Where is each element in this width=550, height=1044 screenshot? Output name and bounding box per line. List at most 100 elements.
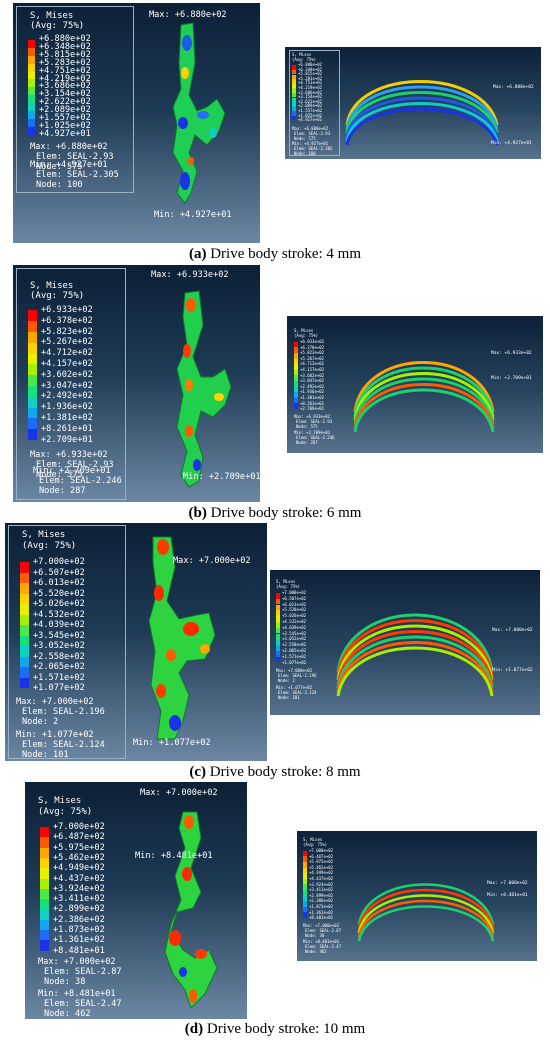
legend-swatch [303, 912, 307, 918]
legend-swatch [40, 888, 49, 900]
legend-value: +2.492e+02 [41, 391, 93, 402]
max-value: Max: +7.000e+02 [38, 957, 116, 967]
legend-value: +6.880e+02 [39, 34, 91, 44]
max-element: Elem: SEAL-2.87 [44, 967, 122, 977]
legend-value: +3.411e+02 [53, 894, 105, 905]
legend-swatch [294, 381, 298, 387]
legend-swatch [292, 106, 296, 112]
legend-swatch [28, 71, 35, 80]
min-value: Min: +8.481e+01 [38, 989, 116, 999]
legend-value: +3.686e+02 [298, 89, 323, 95]
max-element: Elem: SEAL-2.93 [296, 419, 333, 424]
legend-value: +2.709e+01 [300, 406, 325, 412]
legend-swatch [276, 633, 280, 640]
legend-title: S, Mises [294, 328, 314, 333]
legend-value: +3.602e+02 [300, 372, 325, 378]
min-element: Elem: SEAL-2.124 [22, 740, 105, 750]
min-value: Min: +2.709e+01 [294, 430, 331, 435]
max-element: Elem: SEAL-2.93 [36, 460, 114, 470]
legend-swatch [20, 562, 29, 573]
legend-value: +5.026e+02 [282, 613, 307, 619]
legend-value: +4.949e+02 [53, 863, 105, 874]
min-block-b-outer: Min: +2.709e+01 Elem: SEAL-2.246 Node: 2… [33, 466, 122, 496]
legend-subtitle: (Avg: 75%) [30, 291, 85, 301]
legend-swatch [294, 375, 298, 381]
panel-d: S, Mises (Avg: 75%) Max: +7.000e+02 Elem… [0, 781, 550, 1044]
legend-swatch [276, 627, 280, 634]
caption-text: Drive body stroke: 10 mm [203, 1021, 366, 1037]
legend-value: +4.157e+02 [41, 359, 93, 369]
legend-value: +7.000e+02 [53, 822, 105, 832]
caption-text: Drive body stroke: 4 mm [206, 246, 362, 262]
legend-value: +5.462e+02 [53, 852, 105, 863]
legend-value: +2.492e+02 [300, 383, 325, 389]
legend-swatch [294, 358, 298, 365]
min-value: Min: +2.709e+01 [33, 466, 111, 476]
legend-swatch [40, 837, 49, 848]
legend-value: +4.532e+02 [282, 619, 307, 624]
legend-value: +2.558e+02 [33, 651, 85, 662]
legend-value: +3.154e+02 [39, 89, 91, 100]
legend-swatch [20, 646, 29, 657]
legend-swatch [303, 906, 307, 913]
legend-swatch [20, 614, 29, 626]
legend-swatch [303, 890, 307, 896]
legend-value: +4.949e+02 [309, 870, 334, 876]
panel-b: S, Mises (Avg: 75%) Max: +6.933e+02 Elem… [0, 263, 550, 525]
legend-value: +7.000e+02 [282, 590, 307, 595]
max-node: Node: 38 [44, 977, 86, 987]
caption-label: (d) [184, 1021, 204, 1037]
legend-value: +8.481e+01 [53, 945, 105, 956]
legend-swatch [28, 353, 37, 365]
max-value: Max: +6.880e+02 [292, 126, 329, 131]
legend-value: +1.936e+02 [41, 402, 93, 413]
legend-value: +5.026e+02 [33, 599, 85, 609]
max-annotation: Max: +7.000e+02 [173, 556, 251, 566]
legend-swatch [28, 118, 35, 127]
legend-subtitle: (Avg: 75%) [292, 57, 317, 62]
legend-value: +1.557e+02 [298, 108, 323, 113]
legend-value: +5.815e+02 [298, 71, 323, 77]
max-node: Node: 575 [296, 424, 318, 429]
legend-swatch [40, 919, 49, 931]
legend-value: +6.933e+02 [41, 305, 93, 315]
max-node: Node: 575 [294, 136, 316, 141]
legend-value: +4.039e+02 [33, 620, 85, 630]
legend-swatch [276, 650, 280, 657]
legend-swatch [28, 79, 35, 88]
legend-swatch [294, 392, 298, 398]
max-annotation: Max: +6.880e+02 [493, 85, 534, 90]
min-annotation: Min: +1.077e+02 [133, 738, 211, 748]
caption-label: (a) [188, 246, 207, 262]
max-annotation: Max: +6.933e+02 [491, 351, 532, 356]
min-annotation: Min: +1.077e+02 [492, 668, 533, 673]
legend-swatch [28, 407, 37, 419]
legend-value: +4.219e+02 [39, 73, 91, 84]
caption-label: (b) [188, 505, 207, 521]
legend-swatch [294, 403, 298, 409]
legend-value: +5.267e+02 [300, 355, 325, 361]
mini-legend: S, Mises (Avg: 75%) Max: +7.000e+02 Elem… [273, 577, 329, 707]
mini-legend: S, Mises (Avg: 75%) Max: +6.933e+02 Elem… [291, 326, 341, 448]
legend-value: +1.077e+02 [33, 683, 85, 693]
legend-swatch [28, 95, 35, 104]
legend-swatch [276, 645, 280, 651]
legend-swatch [28, 39, 35, 48]
min-element: Elem: SEAL-2.305 [36, 170, 119, 180]
legend-value: +4.039e+02 [282, 624, 307, 630]
legend-value: +4.219e+02 [298, 85, 323, 90]
min-value: Min: +1.077e+02 [276, 685, 313, 690]
legend-swatch [303, 895, 307, 902]
min-annotation: Min: +4.927e+01 [154, 210, 232, 220]
max-value: Max: +6.933e+02 [294, 414, 331, 419]
max-value: Max: +6.880e+02 [30, 142, 108, 152]
legend-value: +3.154e+02 [298, 94, 323, 100]
min-annotation: Min: +2.709e+01 [183, 472, 260, 482]
legend-subtitle: (Avg: 75%) [303, 842, 328, 847]
legend-swatch [40, 858, 49, 869]
seal-cross-section [176, 290, 232, 488]
legend-swatch [40, 868, 49, 879]
legend-swatch [292, 102, 296, 107]
legend-frame [8, 525, 126, 759]
legend-title: S, Mises [22, 530, 66, 540]
